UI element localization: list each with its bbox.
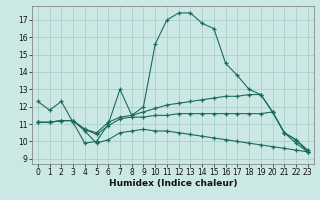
X-axis label: Humidex (Indice chaleur): Humidex (Indice chaleur) — [108, 179, 237, 188]
